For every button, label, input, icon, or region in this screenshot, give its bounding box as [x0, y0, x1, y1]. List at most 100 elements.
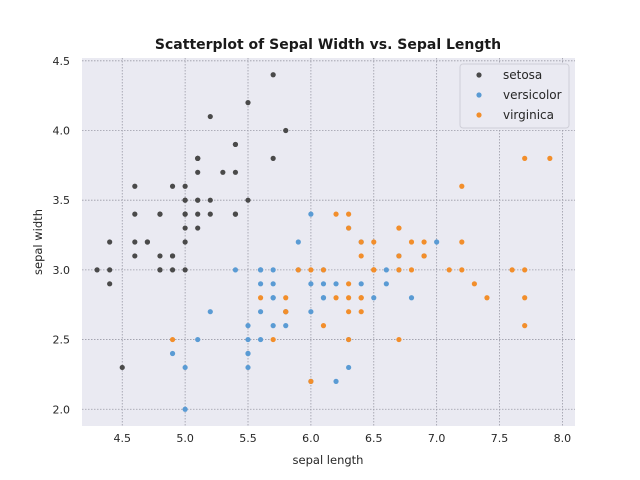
point-virginica — [408, 239, 415, 245]
data-points — [94, 72, 553, 412]
x-tick-label: 7.0 — [428, 432, 446, 445]
y-tick-label: 4.0 — [53, 124, 71, 137]
point-versicolor — [270, 281, 276, 287]
y-tick-label: 2.5 — [53, 334, 71, 347]
point-versicolor — [257, 267, 264, 273]
point-versicolor — [270, 323, 276, 329]
x-tick-label: 5.0 — [176, 432, 194, 445]
point-versicolor — [232, 267, 239, 273]
point-virginica — [396, 336, 402, 343]
point-setosa — [232, 211, 239, 217]
legend-box — [459, 63, 570, 129]
point-setosa — [232, 169, 239, 175]
point-versicolor — [182, 364, 188, 371]
point-versicolor — [207, 309, 213, 315]
point-versicolor — [245, 364, 251, 371]
point-virginica — [346, 336, 352, 343]
legend-label-setosa: setosa — [503, 68, 542, 82]
point-virginica — [509, 267, 515, 273]
point-virginica — [371, 267, 377, 273]
point-virginica — [333, 211, 339, 217]
point-virginica — [522, 155, 528, 161]
point-virginica — [371, 239, 377, 245]
point-virginica — [358, 239, 364, 245]
point-setosa — [132, 211, 138, 217]
point-setosa — [94, 267, 100, 273]
point-virginica — [283, 309, 289, 315]
point-versicolor — [257, 281, 264, 287]
point-versicolor — [333, 378, 339, 384]
point-setosa — [119, 364, 125, 371]
point-setosa — [169, 183, 176, 189]
point-virginica — [270, 336, 276, 343]
point-virginica — [446, 267, 452, 273]
point-setosa — [232, 141, 239, 148]
point-setosa — [107, 267, 113, 273]
point-virginica — [522, 323, 528, 329]
point-virginica — [333, 295, 339, 301]
point-virginica — [522, 267, 528, 273]
point-versicolor — [408, 295, 415, 301]
y-tick-label: 2.0 — [53, 403, 71, 416]
point-virginica — [346, 211, 352, 217]
point-setosa — [182, 183, 188, 189]
point-versicolor — [308, 281, 314, 287]
point-virginica — [421, 239, 427, 245]
point-versicolor — [257, 309, 264, 315]
y-tick-label: 3.0 — [53, 264, 71, 277]
point-virginica — [358, 253, 364, 259]
point-setosa — [157, 211, 163, 217]
legend-label-versicolor: versicolor — [503, 88, 562, 102]
point-versicolor — [283, 323, 289, 329]
y-tick-label: 3.5 — [53, 194, 71, 207]
point-setosa — [270, 72, 276, 78]
point-setosa — [107, 239, 113, 245]
point-versicolor — [270, 267, 276, 273]
point-versicolor — [195, 336, 201, 343]
point-versicolor — [308, 211, 314, 217]
point-virginica — [522, 295, 528, 301]
point-setosa — [220, 169, 226, 175]
point-virginica — [396, 253, 402, 259]
point-setosa — [270, 155, 276, 161]
y-tick-labels: 2.0 2.5 3.0 3.5 4.0 4.5 — [53, 55, 71, 416]
y-tick-label: 4.5 — [53, 55, 71, 68]
y-axis-label: sepal width — [31, 209, 45, 275]
point-setosa — [132, 239, 138, 245]
point-versicolor — [270, 295, 276, 301]
point-setosa — [195, 155, 201, 161]
point-setosa — [283, 127, 289, 134]
point-versicolor — [320, 281, 327, 287]
point-virginica — [421, 253, 427, 259]
x-tick-label: 6.0 — [302, 432, 320, 445]
point-virginica — [396, 267, 402, 273]
point-versicolor — [245, 350, 251, 357]
point-virginica — [459, 267, 465, 273]
point-virginica — [346, 225, 352, 231]
point-setosa — [132, 253, 138, 259]
point-versicolor — [295, 239, 301, 245]
legend-marker-setosa — [476, 72, 482, 78]
point-virginica — [396, 225, 402, 231]
point-versicolor — [358, 281, 364, 287]
x-tick-label: 5.5 — [239, 432, 257, 445]
point-virginica — [257, 295, 264, 301]
point-setosa — [245, 100, 251, 106]
point-setosa — [207, 113, 213, 120]
point-virginica — [346, 281, 352, 287]
point-setosa — [157, 253, 163, 259]
x-axis-label: sepal length — [293, 453, 364, 467]
point-setosa — [169, 253, 176, 259]
point-virginica — [320, 267, 327, 273]
legend-marker-versicolor — [476, 92, 482, 98]
point-virginica — [459, 239, 465, 245]
point-setosa — [195, 197, 201, 203]
point-versicolor — [320, 295, 327, 301]
point-versicolor — [169, 350, 176, 357]
point-versicolor — [308, 309, 314, 315]
x-tick-label: 6.5 — [365, 432, 383, 445]
chart-title: Scatterplot of Sepal Width vs. Sepal Len… — [155, 37, 501, 53]
point-setosa — [169, 267, 176, 273]
point-setosa — [107, 281, 113, 287]
